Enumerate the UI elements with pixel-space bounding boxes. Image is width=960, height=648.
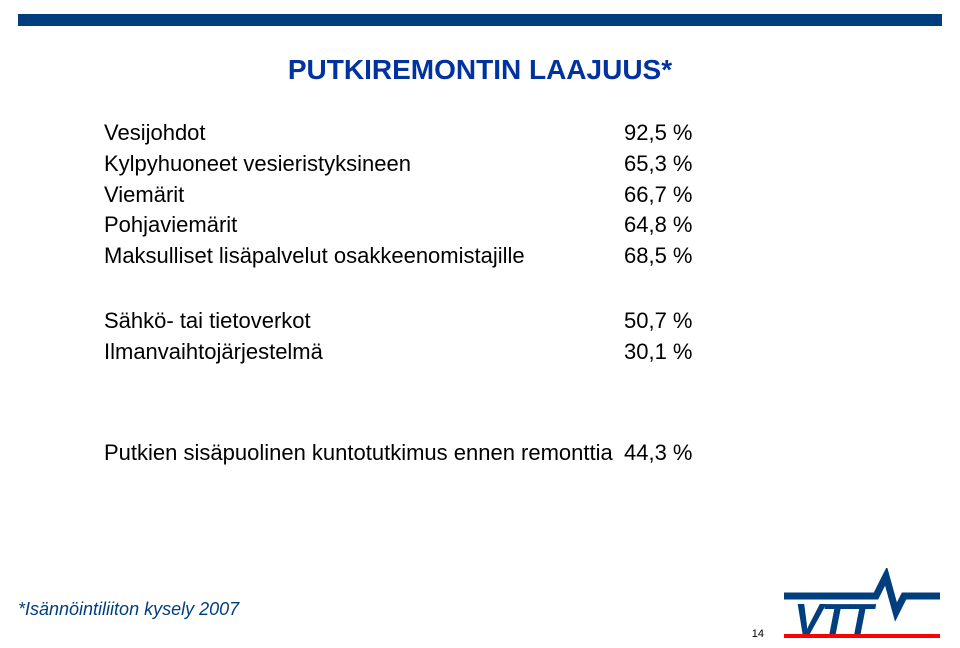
logo-text: VTT xyxy=(794,595,876,638)
table-row: Maksulliset lisäpalvelut osakkeenomistaj… xyxy=(104,241,724,272)
row-value: 50,7 % xyxy=(624,306,724,337)
row-value: 64,8 % xyxy=(624,210,724,241)
row-value: 68,5 % xyxy=(624,241,724,272)
row-value: 92,5 % xyxy=(624,118,724,149)
row-label: Putkien sisäpuolinen kuntotutkimus ennen… xyxy=(104,438,624,469)
table-row: Viemärit 66,7 % xyxy=(104,180,724,211)
logo-underline xyxy=(784,634,940,638)
row-label: Vesijohdot xyxy=(104,118,624,149)
table-row: Pohjaviemärit 64,8 % xyxy=(104,210,724,241)
row-value: 30,1 % xyxy=(624,337,724,368)
row-label: Maksulliset lisäpalvelut osakkeenomistaj… xyxy=(104,241,624,272)
table-row: Vesijohdot 92,5 % xyxy=(104,118,724,149)
top-bar xyxy=(18,14,942,26)
row-label: Sähkö- tai tietoverkot xyxy=(104,306,624,337)
row-label: Kylpyhuoneet vesieristyksineen xyxy=(104,149,624,180)
page-number: 14 xyxy=(752,628,764,640)
table-row: Sähkö- tai tietoverkot 50,7 % xyxy=(104,306,724,337)
vtt-logo: VTT xyxy=(780,568,940,638)
table-row: Putkien sisäpuolinen kuntotutkimus ennen… xyxy=(104,438,724,469)
row-label: Ilmanvaihtojärjestelmä xyxy=(104,337,624,368)
table-row: Ilmanvaihtojärjestelmä 30,1 % xyxy=(104,337,724,368)
row-label: Viemärit xyxy=(104,180,624,211)
data-table: Vesijohdot 92,5 % Kylpyhuoneet vesierist… xyxy=(104,118,724,468)
row-value: 65,3 % xyxy=(624,149,724,180)
table-row: Kylpyhuoneet vesieristyksineen 65,3 % xyxy=(104,149,724,180)
page-title: PUTKIREMONTIN LAAJUUS* xyxy=(0,54,960,86)
row-value: 44,3 % xyxy=(624,438,724,469)
footnote: *Isännöintiliiton kysely 2007 xyxy=(18,599,239,620)
row-label: Pohjaviemärit xyxy=(104,210,624,241)
row-value: 66,7 % xyxy=(624,180,724,211)
